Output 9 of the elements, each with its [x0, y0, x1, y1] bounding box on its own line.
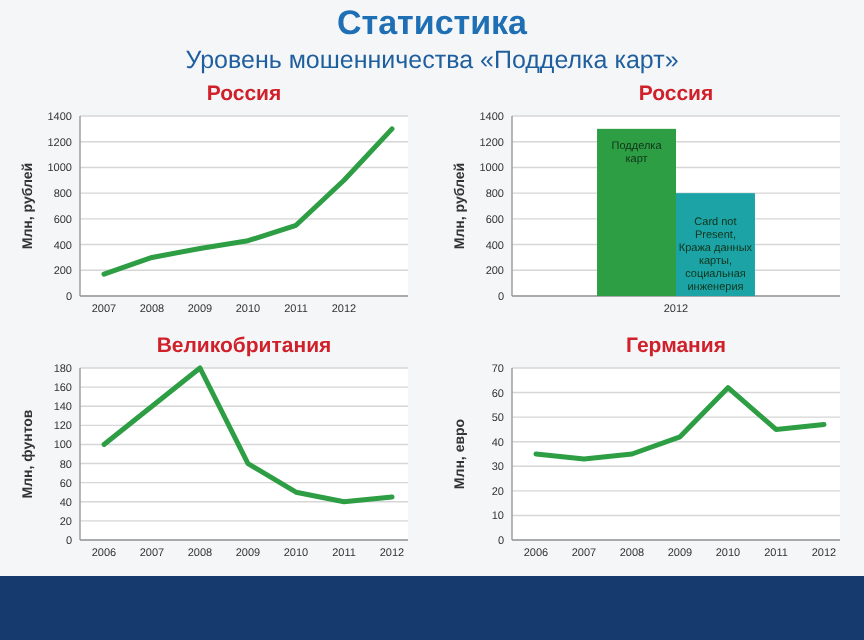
chart-title: Россия: [638, 82, 714, 106]
line-series: [101, 126, 395, 277]
line-series: [533, 385, 827, 462]
text: Статистика: [336, 4, 529, 42]
line-series: [101, 365, 395, 505]
chart-title: Великобритания: [156, 334, 332, 358]
chart-title: Германия: [626, 334, 726, 358]
text: Уровень мошенничества «Подделка карт»: [185, 46, 679, 74]
chart-title: Россия: [206, 82, 282, 106]
